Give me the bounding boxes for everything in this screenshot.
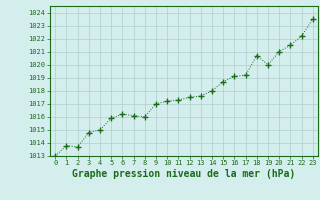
X-axis label: Graphe pression niveau de la mer (hPa): Graphe pression niveau de la mer (hPa) [72,169,296,179]
